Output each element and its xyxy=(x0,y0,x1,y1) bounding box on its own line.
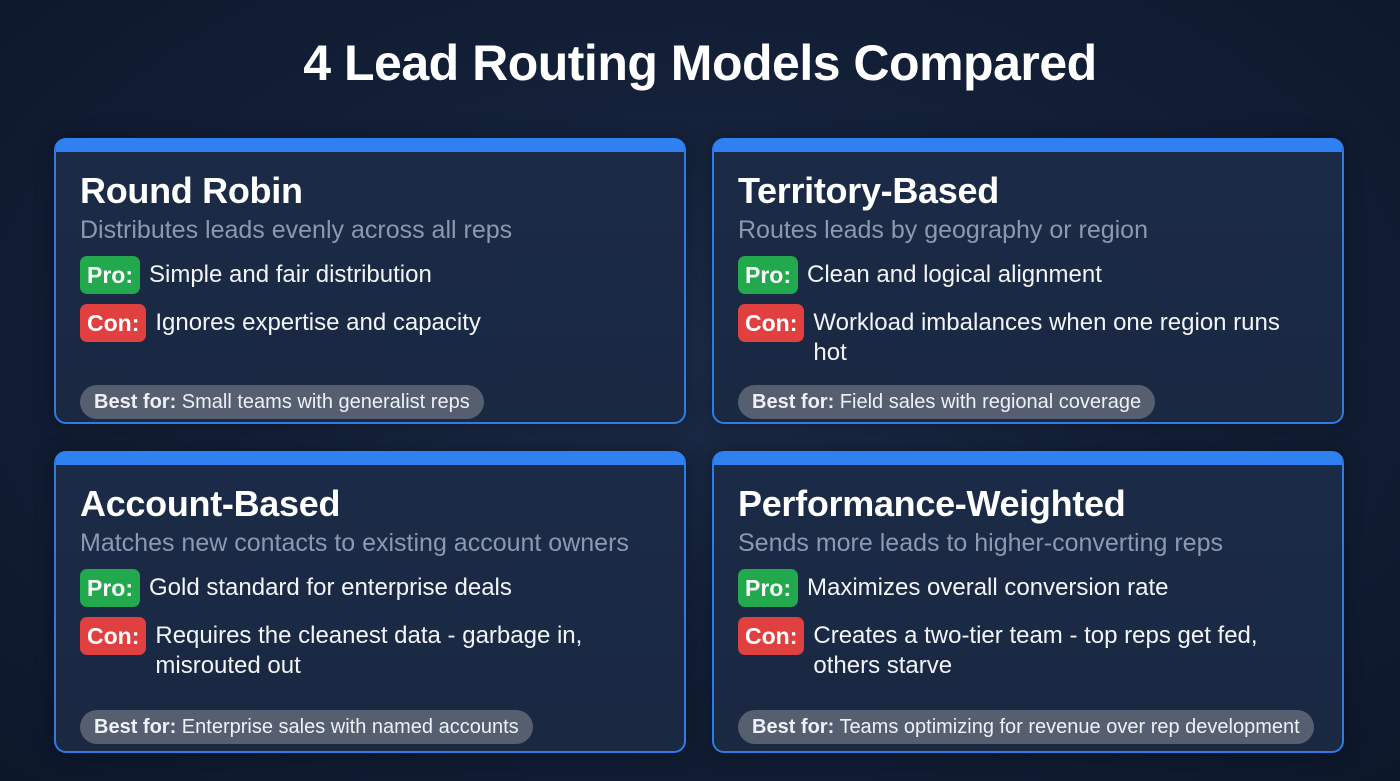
pro-text: Clean and logical alignment xyxy=(807,261,1102,288)
card-territory-based: Territory-Based Routes leads by geograph… xyxy=(712,138,1344,424)
con-text: Requires the cleanest data - garbage in,… xyxy=(155,622,583,679)
pro-badge: Pro: xyxy=(80,569,140,607)
con-row: Con: Requires the cleanest data - garbag… xyxy=(80,617,664,681)
con-row: Con: Ignores expertise and capacity xyxy=(80,304,664,342)
best-for-label: Best for: xyxy=(94,716,177,738)
pro-row: Pro: Clean and logical alignment xyxy=(738,256,1322,294)
con-text: Ignores expertise and capacity xyxy=(155,309,481,336)
best-for-label: Best for: xyxy=(752,391,835,413)
best-for-label: Best for: xyxy=(94,391,177,413)
con-badge: Con: xyxy=(80,617,147,655)
card-subtitle: Sends more leads to higher-converting re… xyxy=(738,529,1223,557)
card-subtitle: Routes leads by geography or region xyxy=(738,216,1148,244)
best-for-text: Enterprise sales with named accounts xyxy=(181,716,519,738)
best-for-text: Field sales with regional coverage xyxy=(839,391,1142,413)
con-badge: Con: xyxy=(80,304,147,342)
pro-text: Maximizes overall conversion rate xyxy=(807,574,1169,601)
pro-row: Pro: Simple and fair distribution xyxy=(80,256,664,294)
con-row: Con: Creates a two-tier team - top reps … xyxy=(738,617,1322,681)
card-subtitle: Matches new contacts to existing account… xyxy=(80,529,629,557)
con-badge: Con: xyxy=(738,304,805,342)
pro-row: Pro: Maximizes overall conversion rate xyxy=(738,569,1322,607)
con-text: Workload imbalances when one region runs… xyxy=(813,309,1280,366)
best-for-label: Best for: xyxy=(752,716,835,738)
card-performance-weighted: Performance-Weighted Sends more leads to… xyxy=(712,451,1344,753)
card-title: Territory-Based xyxy=(738,170,999,211)
best-for-pill: Best for: Field sales with regional cove… xyxy=(738,385,1156,419)
page-title: 4 Lead Routing Models Compared xyxy=(303,35,1097,91)
card-title: Round Robin xyxy=(80,170,303,211)
card-account-based: Account-Based Matches new contacts to ex… xyxy=(54,451,686,753)
best-for-text: Teams optimizing for revenue over rep de… xyxy=(839,716,1300,738)
pro-badge: Pro: xyxy=(738,569,798,607)
pro-badge: Pro: xyxy=(738,256,798,294)
pro-text: Simple and fair distribution xyxy=(149,261,432,288)
con-text: Creates a two-tier team - top reps get f… xyxy=(813,622,1258,679)
card-round-robin: Round Robin Distributes leads evenly acr… xyxy=(54,138,686,424)
con-row: Con: Workload imbalances when one region… xyxy=(738,304,1322,368)
best-for-text: Small teams with generalist reps xyxy=(181,391,470,413)
best-for-pill: Best for: Teams optimizing for revenue o… xyxy=(738,710,1314,744)
con-badge: Con: xyxy=(738,617,805,655)
card-title: Performance-Weighted xyxy=(738,483,1126,524)
card-title: Account-Based xyxy=(80,483,341,524)
pro-badge: Pro: xyxy=(80,256,140,294)
best-for-pill: Best for: Enterprise sales with named ac… xyxy=(80,710,533,744)
pro-row: Pro: Gold standard for enterprise deals xyxy=(80,569,664,607)
card-subtitle: Distributes leads evenly across all reps xyxy=(80,216,513,244)
best-for-pill: Best for: Small teams with generalist re… xyxy=(80,385,484,419)
pro-text: Gold standard for enterprise deals xyxy=(149,574,512,601)
